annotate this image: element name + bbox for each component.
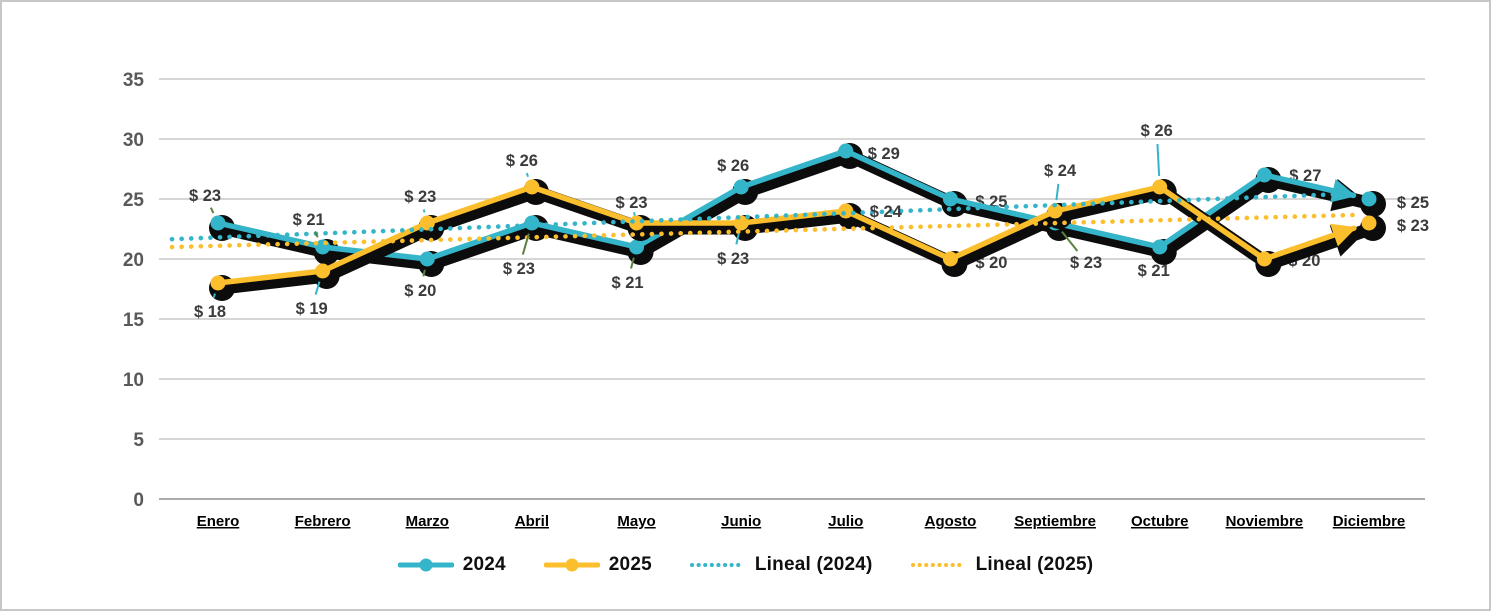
series-2025-arrowhead-icon (1330, 223, 1357, 247)
dotted-line-swatch-icon (910, 563, 967, 567)
series-2025-markers (210, 179, 1377, 291)
gridlines (159, 78, 1425, 500)
svg-text:Junio: Junio (721, 513, 761, 530)
svg-text:30: 30 (123, 130, 144, 151)
trendline-2024 (169, 191, 1343, 242)
svg-text:20: 20 (123, 250, 144, 271)
svg-text:$ 23: $ 23 (189, 187, 221, 205)
x-axis-labels: Enero Febrero Marzo Abril Mayo Junio Julio Agos… (197, 513, 1406, 530)
svg-text:$ 26: $ 26 (506, 152, 538, 170)
svg-text:$ 21: $ 21 (611, 274, 643, 292)
legend-item-2024: 2024 (397, 554, 506, 576)
dotted-line-swatch-icon (689, 563, 746, 567)
svg-text:$ 29: $ 29 (868, 145, 900, 163)
svg-text:$ 23: $ 23 (503, 260, 535, 278)
svg-text:15: 15 (123, 310, 145, 331)
svg-text:Abril: Abril (515, 513, 549, 530)
svg-text:Diciembre: Diciembre (1333, 513, 1406, 530)
svg-text:10: 10 (123, 370, 144, 391)
svg-text:Enero: Enero (197, 513, 240, 530)
legend-label: 2025 (608, 554, 652, 575)
svg-text:$ 26: $ 26 (717, 157, 749, 175)
legend-item-lineal-2024-: Lineal (2024) (689, 554, 873, 576)
svg-text:$ 23: $ 23 (1070, 254, 1102, 272)
svg-text:$ 18: $ 18 (194, 303, 226, 321)
svg-text:0: 0 (133, 490, 144, 511)
data-labels-over: $ 23 $ 21 $ 20 $ 23 $ 21 $ 26 $ 23 $ 21 $ 25 $ 18… (189, 122, 1429, 321)
svg-text:25: 25 (123, 190, 145, 211)
legend-label: Lineal (2024) (754, 554, 873, 575)
svg-text:$ 23: $ 23 (717, 250, 749, 268)
svg-text:$ 26: $ 26 (1141, 122, 1173, 140)
svg-text:$ 20: $ 20 (404, 282, 436, 300)
svg-text:$ 24: $ 24 (1044, 162, 1077, 180)
svg-text:Septiembre: Septiembre (1014, 513, 1096, 530)
y-axis-labels: 0 5 10 15 20 25 30 35 (123, 70, 145, 511)
series-2024-arrowhead-icon (1330, 179, 1357, 203)
svg-text:5: 5 (133, 430, 144, 451)
svg-text:Julio: Julio (828, 513, 863, 530)
svg-text:$ 24: $ 24 (870, 203, 903, 221)
svg-text:$ 23: $ 23 (615, 194, 647, 212)
line-marker-swatch-icon (397, 558, 454, 572)
series-2024-line (215, 148, 1357, 262)
legend-item-lineal-2025-: Lineal (2025) (910, 554, 1094, 576)
svg-text:Agosto: Agosto (925, 513, 977, 530)
svg-text:$ 23: $ 23 (404, 188, 436, 206)
svg-text:$ 23: $ 23 (1397, 217, 1429, 235)
svg-text:$ 21: $ 21 (1138, 262, 1170, 280)
legend-item-2025: 2025 (543, 554, 652, 576)
svg-text:Noviembre: Noviembre (1226, 513, 1304, 530)
chart-legend: 2024 2025 Lineal (2024) Lineal (2025) (2, 554, 1489, 576)
legend-label: Lineal (2025) (975, 554, 1094, 575)
svg-text:$ 21: $ 21 (293, 211, 325, 229)
svg-text:Febrero: Febrero (295, 513, 351, 530)
series-2024-markers (210, 143, 1377, 267)
svg-text:$ 25: $ 25 (1397, 194, 1429, 212)
svg-text:Mayo: Mayo (617, 513, 655, 530)
line-marker-swatch-icon (543, 558, 600, 572)
svg-text:35: 35 (123, 70, 145, 91)
svg-text:Marzo: Marzo (406, 513, 449, 530)
svg-text:$ 19: $ 19 (296, 300, 328, 318)
svg-text:$ 20: $ 20 (975, 254, 1007, 272)
legend-label: 2024 (462, 554, 506, 575)
svg-text:Octubre: Octubre (1131, 513, 1189, 530)
